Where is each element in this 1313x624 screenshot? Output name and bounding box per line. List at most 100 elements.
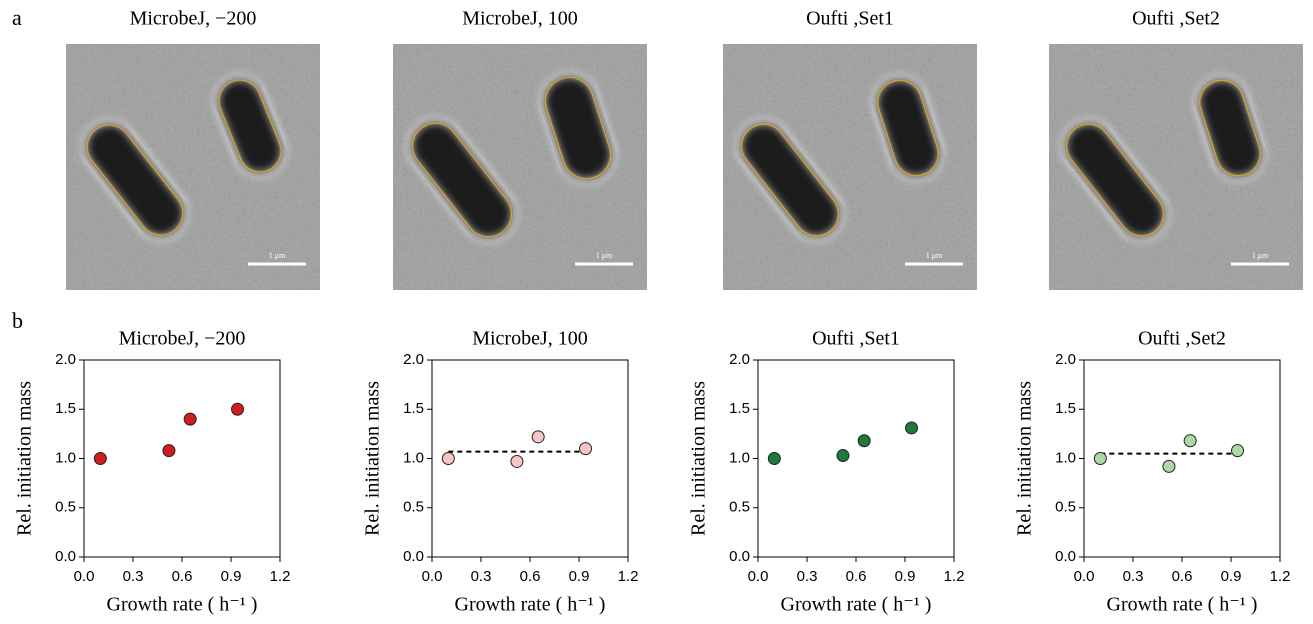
y-axis-label: Rel. initiation mass bbox=[362, 381, 384, 536]
y-tick-label: 1.5 bbox=[1055, 400, 1076, 417]
cell-outline bbox=[86, 124, 184, 236]
panel-label: a bbox=[12, 5, 22, 30]
x-axis-label: Growth rate ( h⁻¹ ) bbox=[781, 594, 932, 616]
x-tick-label: 1.2 bbox=[618, 568, 639, 585]
data-point bbox=[510, 454, 524, 468]
cell bbox=[218, 79, 282, 173]
cell-outline bbox=[411, 122, 513, 238]
x-tick-label: 0.9 bbox=[895, 568, 916, 585]
plot-frame bbox=[757, 359, 955, 558]
cell bbox=[87, 124, 183, 236]
chart-title: MicrobeJ, −200 bbox=[119, 328, 246, 350]
y-tick-label: 0.0 bbox=[1055, 548, 1076, 565]
y-tick-label: 2.0 bbox=[1055, 351, 1076, 368]
panel-label: b bbox=[12, 308, 23, 333]
x-tick-label: 0.9 bbox=[221, 568, 242, 585]
y-axis-label: Rel. initiation mass bbox=[688, 381, 710, 536]
y-tick-label: 0.0 bbox=[403, 548, 424, 565]
data-point bbox=[857, 434, 871, 448]
plot-frame bbox=[83, 359, 281, 558]
x-tick-label: 0.6 bbox=[846, 568, 867, 585]
y-tick-label: 1.0 bbox=[55, 449, 76, 466]
x-tick-label: 0.0 bbox=[1074, 568, 1095, 585]
micrograph bbox=[723, 44, 977, 290]
x-tick-label: 0.3 bbox=[123, 568, 144, 585]
cell bbox=[1066, 124, 1164, 236]
data-point bbox=[1162, 459, 1176, 473]
x-tick-label: 1.2 bbox=[270, 568, 291, 585]
y-tick-label: 0.0 bbox=[55, 548, 76, 565]
x-axis-label: Growth rate ( h⁻¹ ) bbox=[107, 594, 258, 616]
micrograph bbox=[393, 44, 647, 290]
scale-bar-label: 1 μm bbox=[1252, 251, 1269, 260]
y-tick-label: 1.0 bbox=[403, 449, 424, 466]
y-tick-label: 1.5 bbox=[403, 400, 424, 417]
data-point bbox=[441, 452, 455, 465]
x-tick-label: 0.0 bbox=[748, 568, 769, 585]
x-tick-label: 0.3 bbox=[471, 568, 492, 585]
cell bbox=[545, 77, 611, 179]
cell-outline bbox=[877, 79, 939, 177]
y-axis-label: Rel. initiation mass bbox=[1014, 381, 1036, 536]
data-point bbox=[162, 444, 176, 458]
x-axis-label: Growth rate ( h⁻¹ ) bbox=[455, 594, 606, 616]
data-point bbox=[905, 421, 919, 435]
plot-frame bbox=[431, 359, 629, 558]
y-tick-label: 1.5 bbox=[729, 400, 750, 417]
x-tick-label: 0.0 bbox=[74, 568, 95, 585]
x-tick-label: 0.3 bbox=[1123, 568, 1144, 585]
cell bbox=[741, 124, 839, 236]
y-axis-label: Rel. initiation mass bbox=[14, 381, 36, 536]
x-axis-label: Growth rate ( h⁻¹ ) bbox=[1107, 594, 1258, 616]
data-point bbox=[836, 449, 850, 463]
y-tick-label: 0.5 bbox=[1055, 499, 1076, 516]
x-tick-label: 0.6 bbox=[520, 568, 541, 585]
x-tick-label: 0.6 bbox=[1172, 568, 1193, 585]
chart-title: Oufti ,Set2 bbox=[1138, 328, 1226, 350]
y-tick-label: 2.0 bbox=[55, 351, 76, 368]
x-tick-label: 1.2 bbox=[944, 568, 965, 585]
y-tick-label: 2.0 bbox=[403, 351, 424, 368]
data-point bbox=[1231, 444, 1245, 458]
data-point bbox=[1183, 434, 1197, 448]
y-tick-label: 1.0 bbox=[1055, 449, 1076, 466]
data-point bbox=[1093, 452, 1107, 465]
data-point bbox=[183, 412, 197, 426]
chart-title: Oufti ,Set1 bbox=[812, 328, 900, 350]
data-point bbox=[579, 442, 593, 456]
image-title: Oufti ,Set2 bbox=[1132, 8, 1220, 30]
x-tick-label: 0.0 bbox=[422, 568, 443, 585]
scale-bar-label: 1 μm bbox=[596, 251, 613, 260]
cell bbox=[412, 123, 512, 237]
image-title: Oufti ,Set1 bbox=[806, 8, 894, 30]
cell-outline bbox=[740, 123, 840, 237]
y-tick-label: 0.5 bbox=[729, 499, 750, 516]
y-tick-label: 0.0 bbox=[729, 548, 750, 565]
x-tick-label: 0.3 bbox=[797, 568, 818, 585]
x-tick-label: 1.2 bbox=[1270, 568, 1291, 585]
cell-outline bbox=[1199, 79, 1261, 177]
x-tick-label: 0.6 bbox=[172, 568, 193, 585]
y-tick-label: 1.5 bbox=[55, 400, 76, 417]
image-title: MicrobeJ, 100 bbox=[462, 8, 578, 30]
micrograph bbox=[66, 44, 320, 290]
data-point bbox=[767, 452, 781, 465]
scale-bar-label: 1 μm bbox=[269, 251, 286, 260]
cell-outline bbox=[544, 76, 612, 180]
cell-outline bbox=[1065, 123, 1165, 237]
chart-title: MicrobeJ, 100 bbox=[472, 328, 588, 350]
plot-frame bbox=[1083, 359, 1281, 558]
y-tick-label: 2.0 bbox=[729, 351, 750, 368]
y-tick-label: 1.0 bbox=[729, 449, 750, 466]
x-tick-label: 0.9 bbox=[569, 568, 590, 585]
scale-bar-label: 1 μm bbox=[926, 251, 943, 260]
data-point bbox=[231, 402, 245, 416]
x-tick-label: 0.9 bbox=[1221, 568, 1242, 585]
y-tick-label: 0.5 bbox=[55, 499, 76, 516]
cell-outline bbox=[218, 79, 282, 173]
micrograph bbox=[1049, 44, 1303, 290]
data-point bbox=[93, 452, 107, 465]
data-point bbox=[531, 430, 545, 444]
image-title: MicrobeJ, −200 bbox=[130, 8, 257, 30]
